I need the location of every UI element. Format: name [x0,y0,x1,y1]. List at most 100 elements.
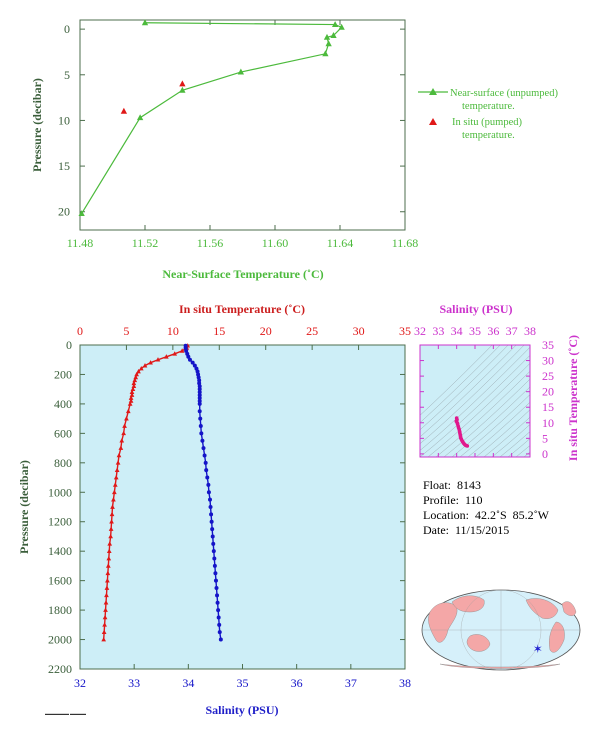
ts-isoline [499,431,530,457]
salinity-point [204,468,209,473]
ts-x-tick-label: 38 [524,324,536,338]
pressure-tick-label: 2200 [48,662,72,676]
salinity-point [203,460,208,465]
temperature-point [107,541,113,546]
ts-x-axis-title: Salinity (PSU) [439,302,512,316]
temperature-point [105,570,111,576]
salinity-tick-label: 34 [182,676,194,690]
unpumped-point [136,114,144,121]
ts-density-isolines [420,335,601,457]
top-x-tick-label: 11.48 [67,236,94,250]
salinity-point [197,393,202,398]
temperature-point [103,600,109,605]
ts-isoline-group [420,335,601,457]
pressure-tick-label: 1400 [48,544,72,558]
salinity-point [186,354,191,359]
ts-isoline [427,362,530,457]
profile-top-axis-title: In situ Temperature (˚C) [179,302,305,316]
temperature-point [112,482,118,487]
temperature-point [128,398,134,403]
top-y-tick-label: 10 [58,113,70,127]
legend-label-pumped: In situ (pumped) temperature. [452,117,525,141]
salinity-point [216,608,221,613]
salinity-point [197,378,202,383]
ts-isoline [483,416,530,457]
temperature-point [132,377,138,383]
salinity-point [215,600,220,605]
temperature-point [101,629,107,635]
top-x-axis-title: Near-Surface Temperature (˚C) [162,267,323,281]
profile-series [101,343,223,642]
salinity-point [217,622,222,627]
temperature-tick-label: 30 [353,324,365,338]
temperature-point [164,354,169,359]
ts-isoline [580,335,601,457]
map-graticule [422,589,580,671]
temperature-point [116,452,122,458]
temperature-tick-label: 20 [260,324,272,338]
top-x-tick-label: 11.60 [262,236,289,250]
top-y-tick-label: 15 [58,159,70,173]
temperature-point [138,365,144,371]
unpumped-point [237,68,245,75]
pressure-tick-label: 400 [54,397,72,411]
salinity-point [200,438,205,443]
unpumped-point [179,86,186,93]
ts-isoline [588,335,601,457]
salinity-point [197,387,202,392]
salinity-point [192,363,197,368]
salinity-point [210,527,215,532]
temperature-point [108,526,114,531]
ts-y-tick-label: 0 [542,447,548,461]
salinity-point [197,384,202,389]
temperature-point [124,416,129,421]
pressure-tick-label: 1600 [48,574,72,588]
temperature-point [102,622,107,627]
profile-y-axis-title: Pressure (decibar) [17,460,31,554]
salinity-point [197,396,202,401]
ts-x-tick-label: 36 [487,324,499,338]
temperature-tick-label: 15 [213,324,225,338]
ts-isoline [523,451,530,457]
temperature-point [125,408,131,414]
ts-isoline [420,346,530,451]
temperature-point [109,511,115,517]
ts-x-tick-label: 33 [432,324,444,338]
salinity-point [209,519,214,524]
unpumped-line [81,22,343,214]
salinity-point [208,497,212,502]
temperature-point [106,555,112,561]
ts-isoline [420,345,501,423]
profile-plot-background [80,345,405,669]
unpumped-point [322,50,329,57]
temperature-point [133,374,139,380]
salinity-point [198,416,203,421]
temperature-tick-label: 5 [123,324,129,338]
temperature-point [121,430,126,436]
temperature-point [104,585,110,590]
ts-y-tick-label: 35 [542,338,554,352]
ts-isoline [491,424,530,457]
ts-points [454,416,470,448]
pumped-point [120,107,128,114]
ts-y-tick-label: 15 [542,400,554,414]
unpumped-point [331,21,339,28]
temperature-point [105,563,111,568]
salinity-point [214,586,219,590]
ts-isoline [420,345,509,431]
unpumped-point [330,32,337,38]
temperature-point [109,519,114,524]
ts-isoline [475,409,530,457]
temperature-point [119,438,125,443]
ts-isoline [467,401,530,457]
float-row: Float: 8143 [423,478,549,493]
ts-isoline [507,438,530,457]
pumped-point [179,80,186,87]
footer-mark: ▬▬▬▬▬▬ ▬▬▬▬ [45,711,86,716]
temperature-point [112,489,117,495]
temperature-point [110,504,115,509]
salinity-point [197,409,202,414]
temperature-point [131,380,137,386]
top-x-tick-label: 11.68 [392,236,419,250]
